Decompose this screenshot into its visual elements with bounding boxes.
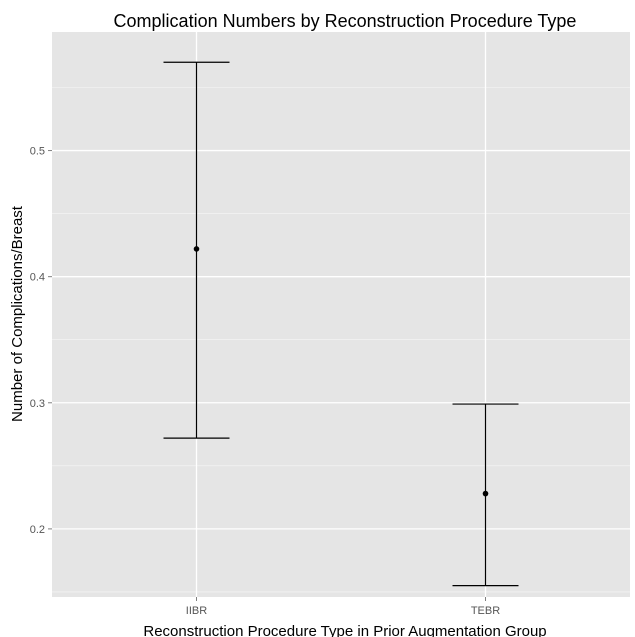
marks-layer <box>163 61 519 587</box>
y-axis-label: Number of Complications/Breast <box>9 205 26 422</box>
data-point <box>482 490 489 497</box>
x-tick-label: TEBR <box>471 605 500 617</box>
grid-layer <box>52 32 630 597</box>
ticks-layer: 0.2 0.3 0.4 0.5 IIBR TEBR <box>30 146 501 617</box>
x-axis-label: Reconstruction Procedure Type in Prior A… <box>143 623 546 637</box>
data-point <box>193 246 200 252</box>
plot-panel <box>52 32 630 597</box>
y-tick-label: 0.2 <box>30 524 45 536</box>
y-tick-label: 0.4 <box>30 272 45 284</box>
x-tick-label: IIBR <box>186 605 207 617</box>
y-tick-label: 0.5 <box>30 146 45 158</box>
chart-title: Complication Numbers by Reconstruction P… <box>114 11 577 31</box>
y-tick-label: 0.3 <box>30 398 45 410</box>
